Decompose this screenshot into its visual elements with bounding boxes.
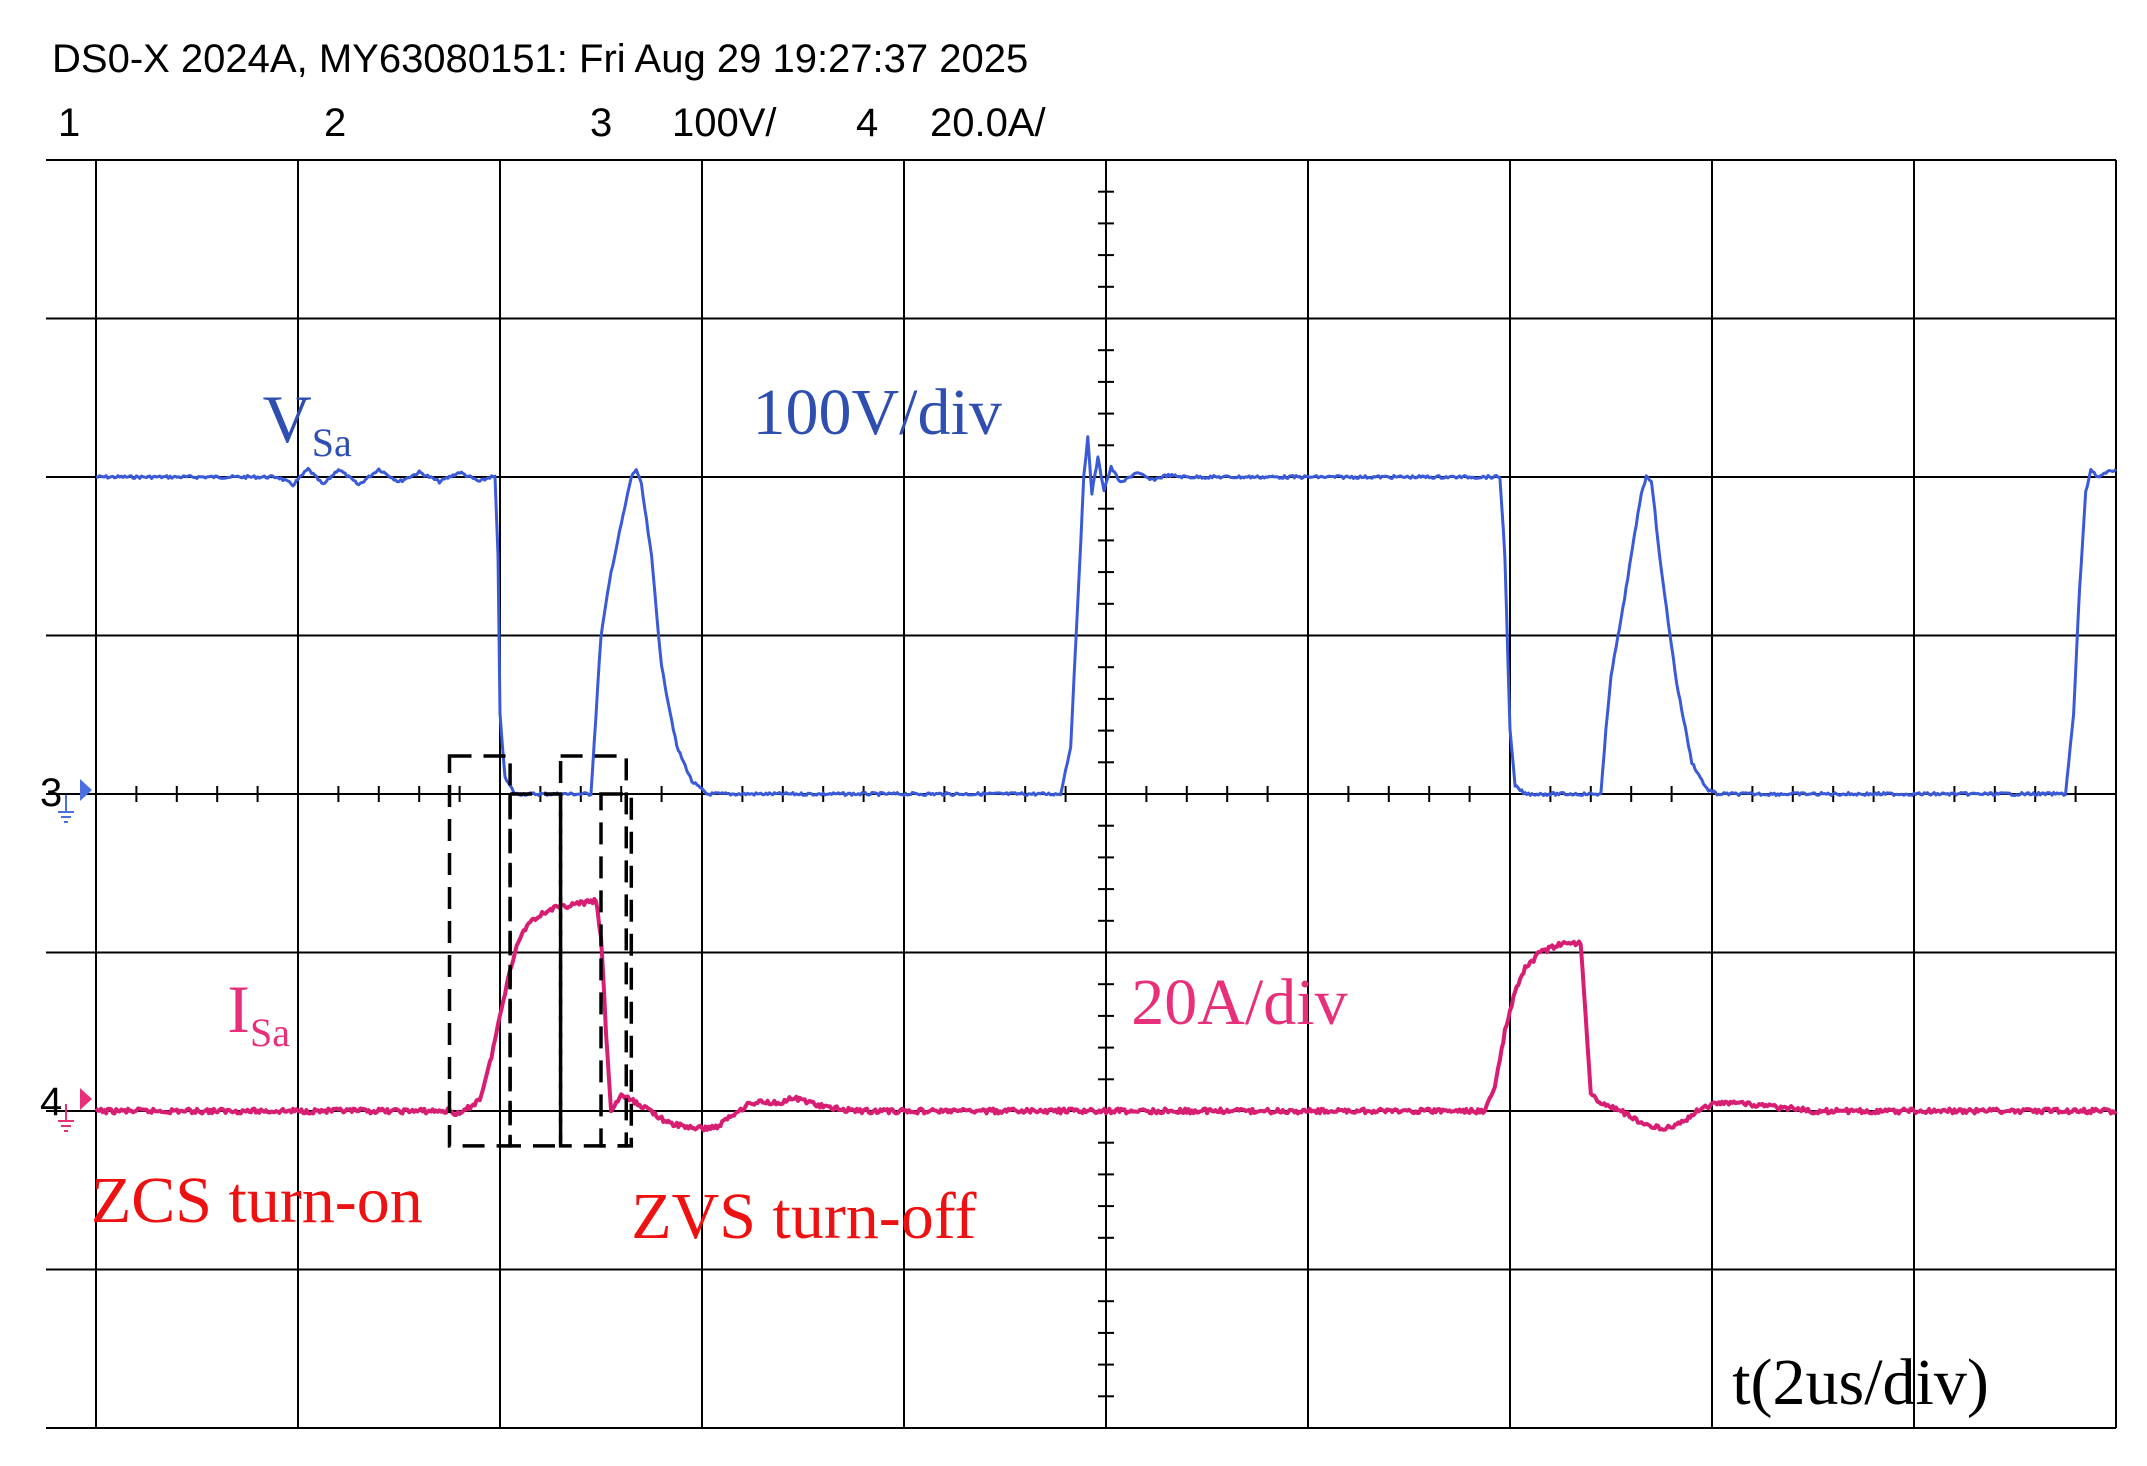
ch3-marker-number: 3: [40, 771, 62, 815]
ch3-marker-arrow: [80, 779, 92, 801]
zcs-label: ZCS turn-on: [91, 1164, 423, 1237]
volt-scale-label: 100V/div: [753, 376, 1002, 449]
ch3-ground-icon: [58, 795, 74, 823]
ch4-ground-marker[interactable]: 4: [40, 1080, 92, 1132]
scope-header: DS0-X 2024A, MY63080151: Fri Aug 29 19:2…: [52, 37, 1047, 145]
channel-2-number[interactable]: 2: [324, 101, 346, 145]
ch4-marker-arrow: [80, 1088, 92, 1110]
zvs-box-outer: [558, 754, 628, 1148]
channel-4-scale: 20.0A/: [930, 101, 1047, 145]
isa-label: ISa: [227, 971, 290, 1055]
zcs-box-inner: [508, 792, 563, 1148]
channel-3-number[interactable]: 3: [590, 101, 612, 145]
time-scale-label: t(2us/div): [1732, 1346, 1989, 1419]
zcs-box-outer: [447, 754, 512, 1148]
trace-isa: [94, 897, 2118, 1133]
zvs-box-inner: [599, 792, 634, 1148]
ch3-ground-marker[interactable]: 3: [40, 771, 92, 823]
ch4-marker-number: 4: [40, 1080, 62, 1124]
channel-1-number[interactable]: 1: [58, 101, 80, 145]
traces: [94, 435, 2118, 1133]
ch4-ground-icon: [58, 1104, 74, 1132]
ground-markers: 3 4: [40, 771, 92, 1132]
current-scale-label: 20A/div: [1131, 966, 1347, 1039]
zvs-label: ZVS turn-off: [631, 1180, 976, 1253]
channel-3-scale: 100V/: [672, 101, 777, 145]
annotations: VSa 100V/div ISa 20A/div ZCS turn-on ZVS turn…: [91, 376, 1989, 1419]
trace-vsa: [95, 435, 2118, 797]
vsa-label: VSa: [263, 381, 352, 465]
channel-4-number[interactable]: 4: [856, 101, 878, 145]
highlight-boxes: [447, 754, 634, 1148]
scope-title: DS0-X 2024A, MY63080151: Fri Aug 29 19:2…: [52, 37, 1028, 81]
